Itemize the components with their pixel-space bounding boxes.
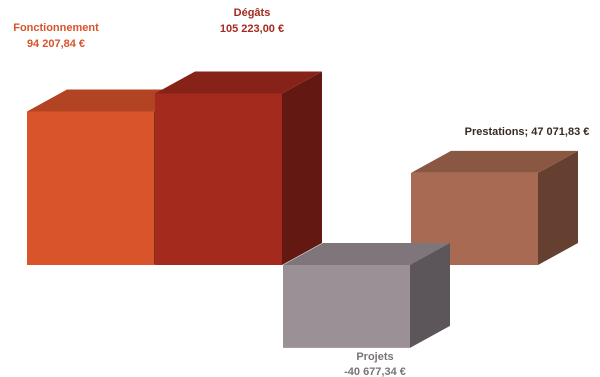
data-label-fonctionnement-name: Fonctionnement <box>13 22 99 34</box>
data-label-degats-name: Dégâts <box>234 7 271 19</box>
bar-front-face <box>27 111 154 265</box>
bar-front-face <box>155 93 282 265</box>
bar-side-face <box>538 150 578 265</box>
data-label-degats-value: 105 223,00 € <box>220 23 284 35</box>
data-label-projets-value: -40 677,34 € <box>344 366 406 377</box>
bar-top-face <box>283 243 450 265</box>
data-label-projets-name: Projets <box>356 351 393 363</box>
bar-dgts <box>155 71 322 265</box>
bar-top-face <box>411 150 578 173</box>
bar-front-face <box>283 265 410 348</box>
bar-projets <box>283 243 450 348</box>
bar-top-face <box>155 71 322 94</box>
bar-top-face <box>27 89 194 112</box>
bar-side-face <box>410 243 450 348</box>
data-label-prestations: Prestations; 47 071,83 € <box>465 126 590 138</box>
bar-side-face <box>282 71 322 265</box>
data-label-fonctionnement-value: 94 207,84 € <box>27 38 85 50</box>
